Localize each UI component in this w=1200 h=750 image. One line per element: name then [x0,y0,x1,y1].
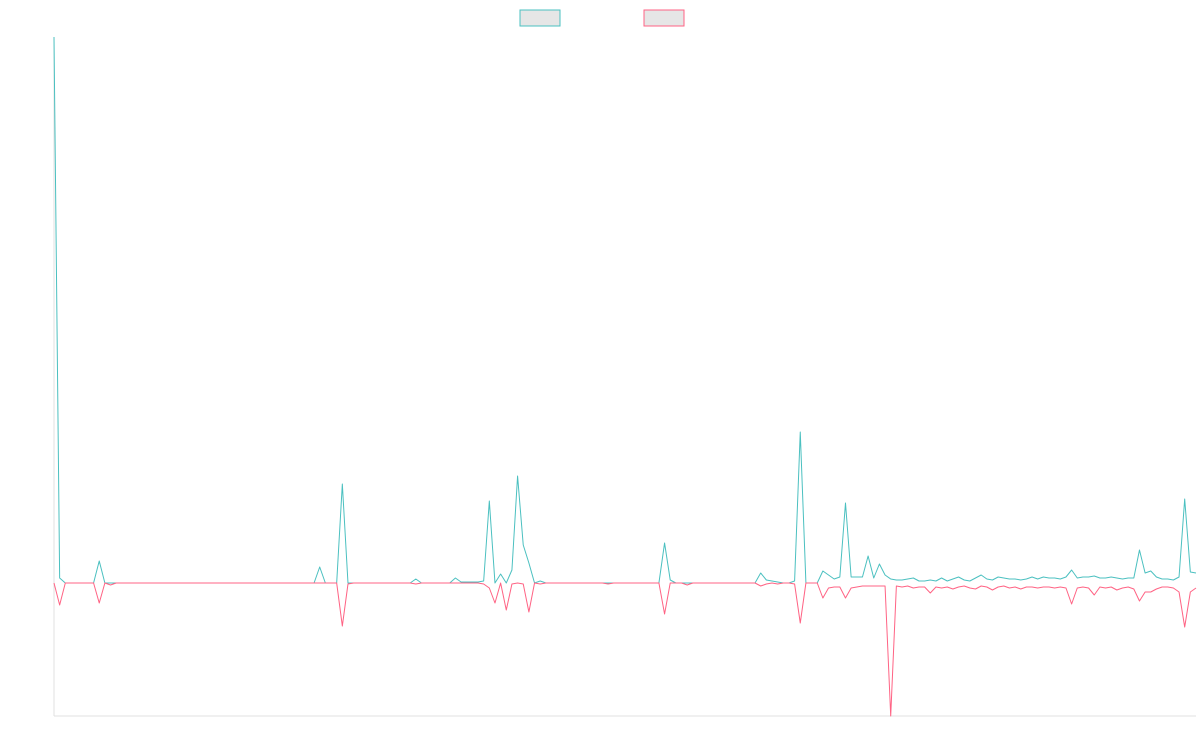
legend-item[interactable] [519,9,561,27]
data-line [53,36,1197,584]
legend-item[interactable] [643,9,685,27]
data-line [53,582,1197,717]
